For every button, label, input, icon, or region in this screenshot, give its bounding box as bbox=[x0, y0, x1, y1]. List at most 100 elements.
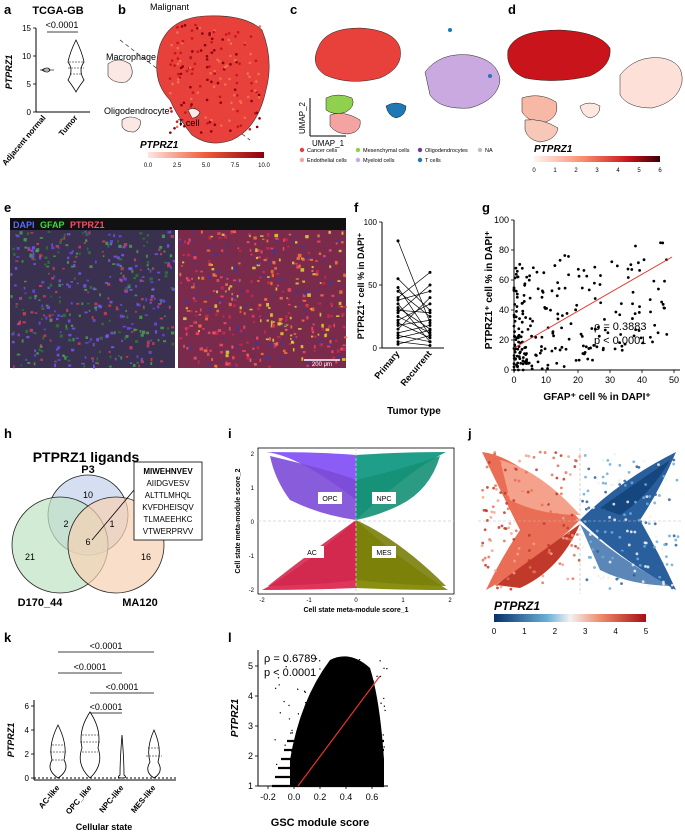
panel-i-xlabel: Cell state meta-module score_1 bbox=[303, 607, 408, 614]
panel-g-point bbox=[626, 276, 630, 279]
panel-g-point bbox=[638, 268, 641, 272]
panel-f-point bbox=[428, 331, 432, 335]
panel-l: l ρ = 0.6789 p < 0.0001 -0.2 0.0 0.2 0.4 0.6… bbox=[228, 630, 388, 829]
panel-a-pvalue: <0.0001 bbox=[46, 20, 79, 30]
panel-l-xtick: 0.0 bbox=[288, 792, 301, 802]
panel-g-point bbox=[589, 346, 592, 350]
panel-f-point bbox=[396, 340, 400, 344]
panel-g-point bbox=[550, 349, 554, 353]
panel-g-point bbox=[583, 350, 587, 354]
panel-l-xlabel: GSC module score bbox=[271, 817, 369, 829]
panel-l-rho: ρ = 0.6789 bbox=[264, 653, 316, 665]
umap-cancer-cells bbox=[314, 27, 401, 82]
panel-g-point bbox=[618, 341, 621, 345]
peptide-item: VTWERPRVV bbox=[143, 527, 194, 536]
panel-f-point bbox=[428, 296, 432, 300]
panel-label-k: k bbox=[4, 630, 12, 645]
panel-g-point bbox=[593, 265, 597, 269]
panel-label-c: c bbox=[290, 2, 297, 17]
umap-tcells bbox=[385, 102, 407, 119]
panel-g-point bbox=[512, 368, 516, 372]
panel-g-point bbox=[513, 350, 517, 354]
panel-f-cat-1: Recurrent bbox=[399, 349, 434, 388]
panel-g-xlabel: GFAP⁺ cell % in DAPI⁺ bbox=[543, 392, 650, 403]
quadrant-mes-label: MES bbox=[376, 550, 392, 557]
panel-g-point bbox=[534, 335, 538, 339]
panel-label-a: a bbox=[4, 2, 12, 17]
panel-d-colorbar bbox=[534, 156, 660, 162]
panel-g-point bbox=[520, 347, 524, 351]
panel-g-regression-line bbox=[513, 256, 673, 349]
panel-h-title: PTPRZ1 ligands bbox=[33, 449, 140, 465]
panel-g-point bbox=[632, 334, 636, 338]
panel-k-ytick: 0 bbox=[25, 774, 30, 783]
panel-g-point bbox=[567, 273, 570, 277]
panel-g-point bbox=[599, 301, 603, 305]
panel-label-b: b bbox=[118, 2, 126, 17]
panel-d-colorbar-title: PTPRZ1 bbox=[534, 144, 573, 155]
panel-d: d PTPRZ1 0 1 2 3 4 5 6 bbox=[507, 2, 683, 174]
panel-g-point bbox=[540, 295, 544, 299]
panel-k-ytick: 4 bbox=[25, 726, 30, 735]
panel-f-point bbox=[396, 296, 400, 300]
panel-g-point bbox=[553, 264, 557, 267]
panel-g-point bbox=[515, 269, 519, 273]
panel-g-point bbox=[576, 267, 580, 271]
umap-endothelial-cells bbox=[329, 113, 361, 135]
panel-k-ylabel: PTPRZ1 bbox=[6, 723, 16, 758]
umap-d-tcells bbox=[579, 102, 601, 119]
panel-g-point bbox=[648, 298, 652, 302]
legend-item-label: Endothelial cells bbox=[307, 158, 347, 164]
panel-g-point bbox=[527, 361, 531, 365]
panel-g-point bbox=[614, 310, 618, 314]
panel-f-point bbox=[396, 321, 400, 325]
panel-g-point bbox=[514, 266, 518, 270]
venn-count-p3-d170: 2 bbox=[63, 519, 68, 529]
quadrant-ac-label: AC bbox=[307, 550, 317, 557]
panel-g-point bbox=[513, 335, 517, 338]
panel-d-colorbar-tick: 6 bbox=[658, 168, 662, 174]
panel-g-point bbox=[556, 312, 560, 316]
label-macrophage: Macrophage bbox=[106, 52, 156, 62]
panel-g-point bbox=[642, 258, 646, 262]
panel-g-point bbox=[521, 312, 525, 316]
panel-g-ytick: 20 bbox=[499, 335, 509, 345]
panel-g-xtick: 20 bbox=[573, 375, 583, 385]
panel-g-point bbox=[637, 311, 641, 314]
panel-g-point bbox=[556, 281, 560, 285]
panel-g-point bbox=[656, 331, 660, 335]
umap-y-label: UMAP_2 bbox=[298, 101, 307, 134]
panel-g-point bbox=[512, 324, 516, 328]
panel-label-e: e bbox=[4, 200, 11, 215]
panel-g-point bbox=[540, 335, 544, 339]
panel-f-point bbox=[428, 311, 432, 315]
panel-l-ytick: 3 bbox=[248, 721, 253, 731]
legend-swatch bbox=[355, 157, 361, 163]
panel-a-ylabel: PTPRZ1 bbox=[4, 55, 14, 90]
panel-g-point bbox=[513, 348, 517, 351]
panel-f-point bbox=[428, 333, 432, 337]
panel-g-point bbox=[517, 340, 520, 344]
panel-f-point bbox=[428, 321, 432, 325]
panel-g-point bbox=[610, 260, 614, 264]
label-tcell: T cell bbox=[178, 118, 199, 128]
panel-g: g 0 10 20 30 40 50 0 20 40 60 80 100 ρ = 0.3883 p <… bbox=[482, 200, 680, 403]
panel-g-point bbox=[651, 340, 654, 344]
panel-g-point bbox=[619, 333, 623, 336]
panel-l-xtick: 0.4 bbox=[340, 792, 353, 802]
panel-g-point bbox=[633, 312, 637, 316]
panel-g-point bbox=[523, 282, 527, 286]
panel-l-xtick: 0.2 bbox=[314, 792, 327, 802]
panel-j-colorbar-tick: 0 bbox=[492, 627, 497, 636]
panel-f-point bbox=[396, 286, 400, 290]
panel-f-point bbox=[428, 323, 432, 327]
panel-g-point bbox=[526, 327, 530, 331]
panel-g-point bbox=[520, 302, 524, 305]
panel-g-point bbox=[512, 365, 516, 369]
panel-g-point bbox=[593, 327, 597, 331]
panel-f-point bbox=[396, 298, 400, 302]
panel-g-point bbox=[592, 343, 596, 347]
violin-npc-like bbox=[118, 734, 126, 779]
venn-count-ma120: 16 bbox=[141, 552, 151, 562]
panel-label-l: l bbox=[228, 630, 232, 645]
